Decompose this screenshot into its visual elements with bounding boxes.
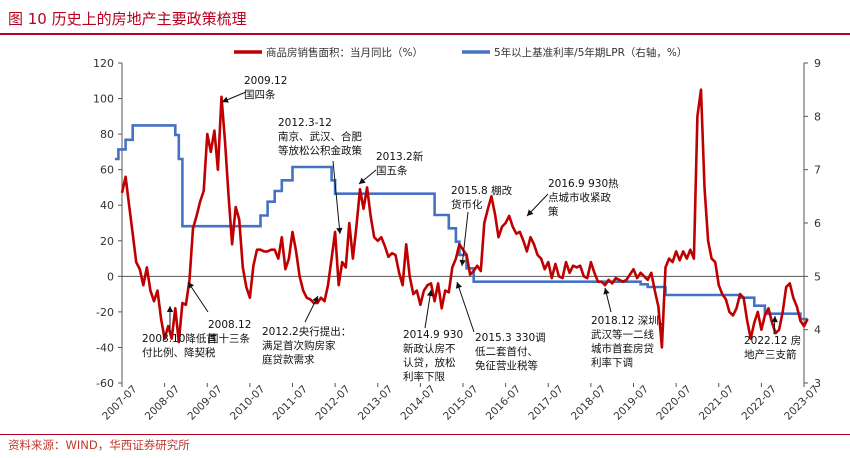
- annotation-text: 新政认房不: [403, 342, 456, 355]
- x-tick-label: 2011-07: [271, 383, 311, 423]
- annotation-arrowhead: [603, 288, 610, 295]
- annotation-text: 南京、武汉、合肥: [278, 130, 362, 143]
- annotation-arrow: [332, 160, 341, 235]
- left-tick-label: 60: [100, 164, 114, 177]
- left-tick-label: 100: [93, 93, 114, 106]
- annotation-text: 2022.12 房: [744, 334, 801, 347]
- right-tick-label: 5: [814, 270, 821, 283]
- x-tick-label: 2013-07: [356, 383, 396, 423]
- annotation-text: 认贷，放松: [403, 356, 456, 369]
- annotation-arrowhead: [459, 259, 466, 266]
- right-tick-label: 6: [814, 217, 821, 230]
- annotation-text: 国十三条: [208, 332, 250, 345]
- annotation-text: 2012.3-12: [278, 117, 332, 129]
- right-tick-label: 7: [814, 164, 821, 177]
- source-note: 资料来源：WIND，华西证券研究所: [8, 438, 190, 452]
- annotation-arrowhead: [527, 209, 534, 216]
- annotation-text: 地产三支箭: [744, 348, 797, 361]
- annotation-arrowhead: [426, 290, 434, 297]
- annotation-text: 国五条: [376, 164, 408, 177]
- x-tick-label: 2023-07: [782, 383, 822, 423]
- annotation-text: 付比例、降契税: [142, 346, 216, 359]
- x-tick-label: 2016-07: [484, 383, 524, 423]
- left-tick-label: -40: [96, 341, 114, 354]
- annotation-text: 货币化: [451, 198, 483, 211]
- annotation-text: 低二套首付、: [475, 345, 538, 358]
- sales-line: [120, 88, 809, 349]
- annotation-text: 2014.9 930: [403, 329, 463, 341]
- annotation-text: 庭贷款需求: [262, 353, 315, 366]
- annotation-arrowhead: [188, 282, 194, 289]
- annotation-text: 策: [548, 205, 559, 218]
- x-tick-label: 2018-07: [569, 383, 609, 423]
- annotation-text: 免征营业税等: [475, 359, 538, 372]
- right-tick-label: 4: [814, 324, 821, 337]
- x-tick-label: 2019-07: [612, 383, 652, 423]
- left-tick-label: 0: [107, 270, 114, 283]
- x-tick-label: 2010-07: [228, 383, 268, 423]
- x-tick-label: 2015-07: [441, 383, 481, 423]
- legend-label-lpr: 5年以上基准利率/5年期LPR（右轴，%）: [494, 46, 687, 59]
- annotation-text: 城市首套房贷: [591, 342, 654, 355]
- annotation-arrowhead: [455, 282, 462, 289]
- annotation-text: 2018.12 深圳、: [591, 315, 669, 327]
- annotation-text: 点城市收紧政: [548, 191, 611, 204]
- left-tick-label: -60: [96, 377, 114, 390]
- x-tick-label: 2009-07: [185, 383, 225, 423]
- chart-legend: 商品房销售面积：当月同比（%） 5年以上基准利率/5年期LPR（右轴，%）: [234, 46, 687, 59]
- annotation-arrow: [456, 281, 475, 333]
- annotation-text: 2016.9 930热: [548, 177, 619, 190]
- annotation-arrow: [461, 211, 469, 267]
- annotation-arrowhead: [336, 227, 343, 234]
- annotation-text: 2015.3 330调: [475, 332, 546, 344]
- annotation-text: 2008.12: [208, 319, 251, 331]
- x-tick-label: 2014-07: [398, 383, 438, 423]
- left-tick-label: 40: [100, 199, 114, 212]
- policy-timeline-chart: 商品房销售面积：当月同比（%） 5年以上基准利率/5年期LPR（右轴，%） -6…: [93, 46, 822, 423]
- right-tick-label: 9: [814, 57, 821, 70]
- legend-label-sales: 商品房销售面积：当月同比（%）: [266, 46, 423, 59]
- annotation-text: 国四条: [244, 88, 276, 101]
- annotation-arrowhead: [771, 316, 778, 323]
- x-tick-label: 2012-07: [313, 383, 353, 423]
- x-tick-label: 2008-07: [143, 383, 183, 423]
- annotation-text: 2009.12: [244, 75, 287, 87]
- title-rule: [0, 33, 850, 35]
- x-tick-label: 2020-07: [654, 383, 694, 423]
- annotation-arrow: [424, 289, 432, 329]
- annotation-text: 2015.8 棚改: [451, 184, 513, 197]
- source-rule: [0, 434, 850, 435]
- annotation-text: 满足首次购房家: [262, 339, 336, 352]
- annotation-arrowhead: [312, 296, 319, 303]
- annotation-text: 2012.2央行提出：: [262, 325, 351, 338]
- annotation-text: 等放松公积金政策: [278, 144, 362, 157]
- sales-series: [120, 88, 809, 349]
- annotation-text: 利率下限: [403, 370, 445, 383]
- figure-title: 图 10 历史上的房地产主要政策梳理: [8, 10, 247, 28]
- annotation-text: 2013.2新: [376, 150, 424, 163]
- left-tick-label: 20: [100, 235, 114, 248]
- x-tick-label: 2022-07: [739, 383, 779, 423]
- left-tick-label: 120: [93, 57, 114, 70]
- annotation-arrowhead: [166, 306, 174, 312]
- annotation-arrowhead: [359, 177, 366, 184]
- annotation-text: 武汉等一二线: [591, 328, 654, 341]
- x-tick-label: 2021-07: [697, 383, 737, 423]
- right-tick-label: 3: [814, 377, 821, 390]
- right-tick-label: 8: [814, 110, 821, 123]
- x-tick-label: 2017-07: [526, 383, 566, 423]
- left-tick-label: -20: [96, 306, 114, 319]
- left-tick-label: 80: [100, 128, 114, 141]
- annotation-arrowhead: [222, 96, 229, 103]
- annotation-text: 2008.10降低首: [142, 332, 217, 345]
- annotation-text: 利率下调: [591, 356, 633, 369]
